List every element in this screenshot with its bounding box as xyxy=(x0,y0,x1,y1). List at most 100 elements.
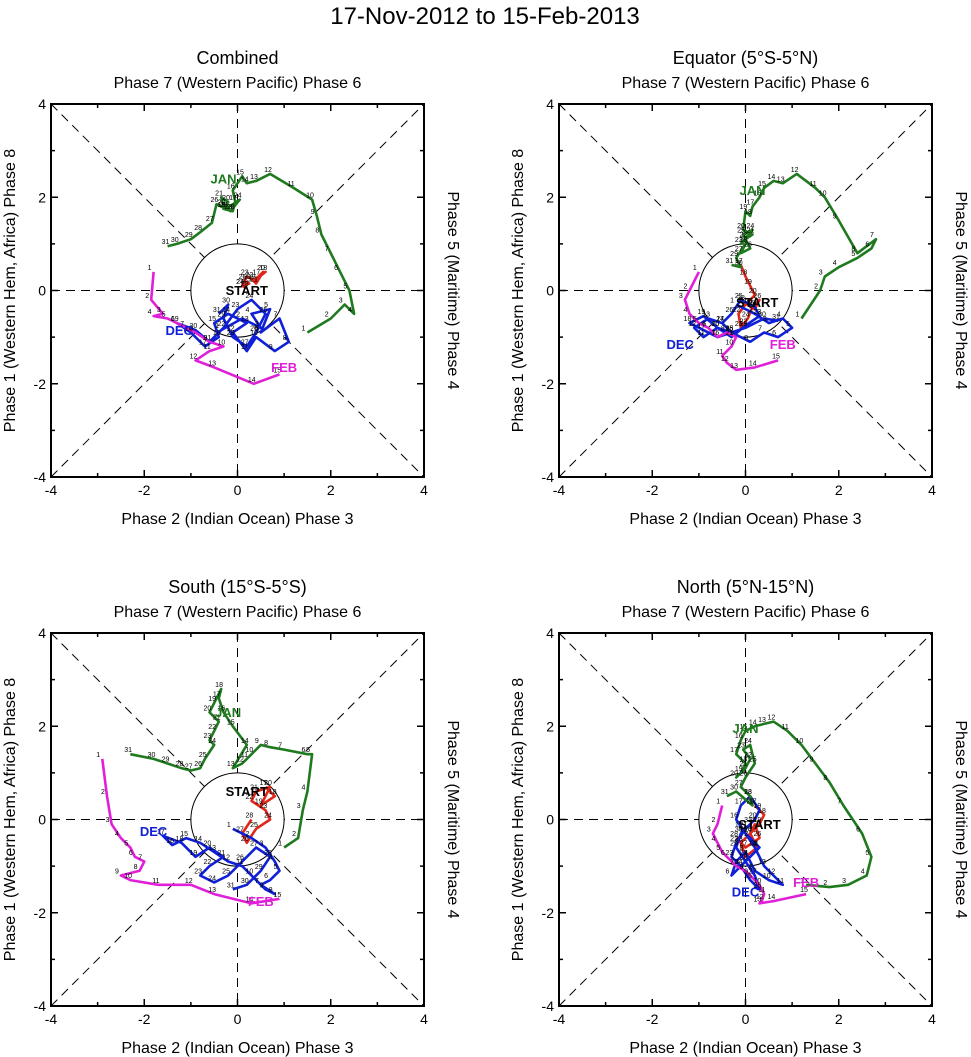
series-line-jan xyxy=(726,720,873,889)
x-tick-label: -2 xyxy=(646,1011,659,1027)
day-label-jan: 17 xyxy=(730,747,738,754)
day-label-nov: 25 xyxy=(746,300,754,307)
day-label-dec: 8 xyxy=(283,335,287,342)
day-label-feb: 2 xyxy=(684,284,688,291)
day-label-dec: 20 xyxy=(190,323,198,330)
right-phase-label: Phase 5 (Maritime) Phase 4 xyxy=(444,720,461,918)
day-label-dec: 19 xyxy=(698,309,706,316)
day-label-jan: 7 xyxy=(837,799,841,806)
day-label-jan: 19 xyxy=(208,696,216,703)
day-label-dec: 31 xyxy=(227,882,235,889)
x-axis-label: Phase 2 (Indian Ocean) Phase 3 xyxy=(121,511,353,528)
day-label-dec: 10 xyxy=(245,868,253,875)
day-label-jan: 15 xyxy=(740,724,748,731)
day-label-nov: 19 xyxy=(744,279,752,286)
month-label-feb: FEB xyxy=(793,875,819,890)
day-label-nov: 20 xyxy=(257,265,265,272)
day-label-jan: 23 xyxy=(204,733,212,740)
day-label-dec: 30 xyxy=(735,826,743,833)
day-label-feb: 12 xyxy=(721,356,729,363)
day-label-jan: 18 xyxy=(744,209,752,216)
day-label-jan: 24 xyxy=(208,738,216,745)
day-label-dec: 1 xyxy=(215,323,219,330)
figure-title: 17-Nov-2012 to 15-Feb-2013 xyxy=(330,3,640,30)
day-label-nov: 20 xyxy=(744,826,752,833)
day-label-feb: 10 xyxy=(124,873,132,880)
month-label-jan: JAN xyxy=(211,171,237,186)
day-label-dec: 20 xyxy=(749,813,757,820)
panel-0: Combined Phase 7 (Western Pacific) Phase … xyxy=(2,48,461,528)
day-label-dec: 24 xyxy=(749,300,757,307)
day-label-jan: 25 xyxy=(220,202,228,209)
day-label-jan: 2 xyxy=(292,831,296,838)
x-tick-label: -2 xyxy=(138,482,151,498)
day-label-dec: 12 xyxy=(767,868,775,875)
day-label-jan: 22 xyxy=(218,200,226,207)
day-label-jan: 22 xyxy=(740,232,748,239)
day-label-nov: 25 xyxy=(250,822,258,829)
day-label-jan: 2 xyxy=(325,311,329,318)
day-label-jan: 24 xyxy=(744,738,752,745)
day-label-jan: 30 xyxy=(148,752,156,759)
y-axis-label: Phase 1 (Western Hem, Africa) Phase 8 xyxy=(2,678,19,961)
day-label-jan: 17 xyxy=(229,195,237,202)
day-label-jan: 25 xyxy=(749,757,757,764)
day-label-jan: 3 xyxy=(297,803,301,810)
day-label-jan: 17 xyxy=(746,200,754,207)
day-label-dec: 4 xyxy=(777,311,781,318)
top-phase-label: Phase 7 (Western Pacific) Phase 6 xyxy=(622,604,870,621)
day-label-jan: 26 xyxy=(211,197,219,204)
month-label-dec: DEC xyxy=(732,884,760,899)
month-label-jan: JAN xyxy=(215,705,241,720)
day-label-dec: 3 xyxy=(763,316,767,323)
day-label-jan: 4 xyxy=(833,260,837,267)
x-tick-label: 0 xyxy=(742,482,750,498)
day-label-jan: 16 xyxy=(735,733,743,740)
x-tick-label: 0 xyxy=(234,1011,242,1027)
day-label-jan: 4 xyxy=(861,868,865,875)
x-tick-label: 4 xyxy=(420,482,428,498)
day-label-feb: 10 xyxy=(218,339,226,346)
day-label-dec: 30 xyxy=(758,311,766,318)
day-label-dec: 2 xyxy=(245,831,249,838)
day-label-jan: 7 xyxy=(870,232,874,239)
day-label-nov: 20 xyxy=(264,780,272,787)
y-tick-label: -2 xyxy=(34,376,47,392)
day-label-dec: 12 xyxy=(222,854,230,861)
series-line-nov xyxy=(240,785,277,845)
day-label-nov: 22 xyxy=(740,850,748,857)
day-label-dec: 5 xyxy=(735,859,739,866)
day-label-feb: 7 xyxy=(180,321,184,328)
day-label-dec: 7 xyxy=(273,311,277,318)
day-label-dec: 13 xyxy=(758,859,766,866)
y-tick-label: 0 xyxy=(546,812,554,828)
x-axis-label: Phase 2 (Indian Ocean) Phase 3 xyxy=(629,1040,861,1057)
day-label-jan: 26 xyxy=(194,761,202,768)
day-label-dec: 7 xyxy=(758,325,762,332)
day-label-dec: 11 xyxy=(241,344,248,351)
day-label-jan: 25 xyxy=(737,228,745,235)
day-label-jan: 21 xyxy=(740,761,748,768)
day-label-dec: 2 xyxy=(236,311,240,318)
day-label-nov: 26 xyxy=(753,293,761,300)
day-label-jan: 21 xyxy=(746,228,754,235)
day-label-dec: 9 xyxy=(259,882,263,889)
day-label-nov: 22 xyxy=(245,272,253,279)
day-label-jan: 5 xyxy=(865,850,869,857)
day-label-dec: 20 xyxy=(712,321,720,328)
day-label-feb: 12 xyxy=(756,894,764,901)
day-label-jan: 31 xyxy=(162,239,170,246)
start-label: START xyxy=(736,295,778,310)
day-label-feb: 10 xyxy=(726,339,734,346)
top-phase-label: Phase 7 (Western Pacific) Phase 6 xyxy=(114,604,362,621)
day-label-jan: 16 xyxy=(227,183,235,190)
day-label-jan: 6 xyxy=(301,747,305,754)
day-label-jan: 1 xyxy=(278,840,282,847)
month-label-jan: JAN xyxy=(732,721,758,736)
y-tick-label: 2 xyxy=(546,718,554,734)
day-label-dec: 18 xyxy=(684,316,692,323)
day-label-feb: 14 xyxy=(749,360,757,367)
day-label-feb: 8 xyxy=(721,325,725,332)
y-tick-label: 4 xyxy=(546,96,554,112)
day-label-dec: 14 xyxy=(222,307,230,314)
